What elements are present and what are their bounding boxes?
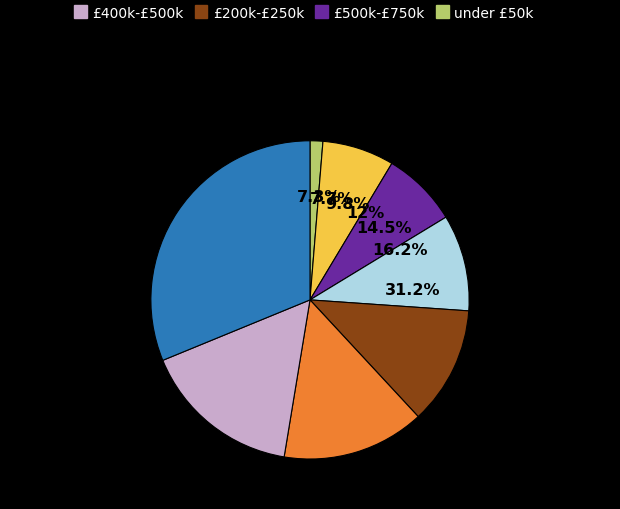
- Wedge shape: [310, 164, 446, 300]
- Text: 16.2%: 16.2%: [373, 242, 428, 257]
- Wedge shape: [310, 218, 469, 312]
- Wedge shape: [284, 300, 419, 459]
- Wedge shape: [151, 142, 310, 360]
- Wedge shape: [310, 142, 323, 300]
- Legend: £300k-£400k, £400k-£500k, £150k-£200k, £200k-£250k, £250k-£300k, £500k-£750k, £1: £300k-£400k, £400k-£500k, £150k-£200k, £…: [70, 0, 550, 25]
- Wedge shape: [163, 300, 310, 457]
- Text: 9.8%: 9.8%: [326, 196, 370, 212]
- Text: 12%: 12%: [346, 205, 384, 220]
- Text: 7.7%: 7.7%: [310, 192, 355, 207]
- Text: 31.2%: 31.2%: [385, 283, 441, 298]
- Wedge shape: [310, 300, 469, 417]
- Wedge shape: [310, 142, 392, 300]
- Text: 14.5%: 14.5%: [356, 220, 411, 235]
- Text: 7.3%: 7.3%: [297, 190, 341, 205]
